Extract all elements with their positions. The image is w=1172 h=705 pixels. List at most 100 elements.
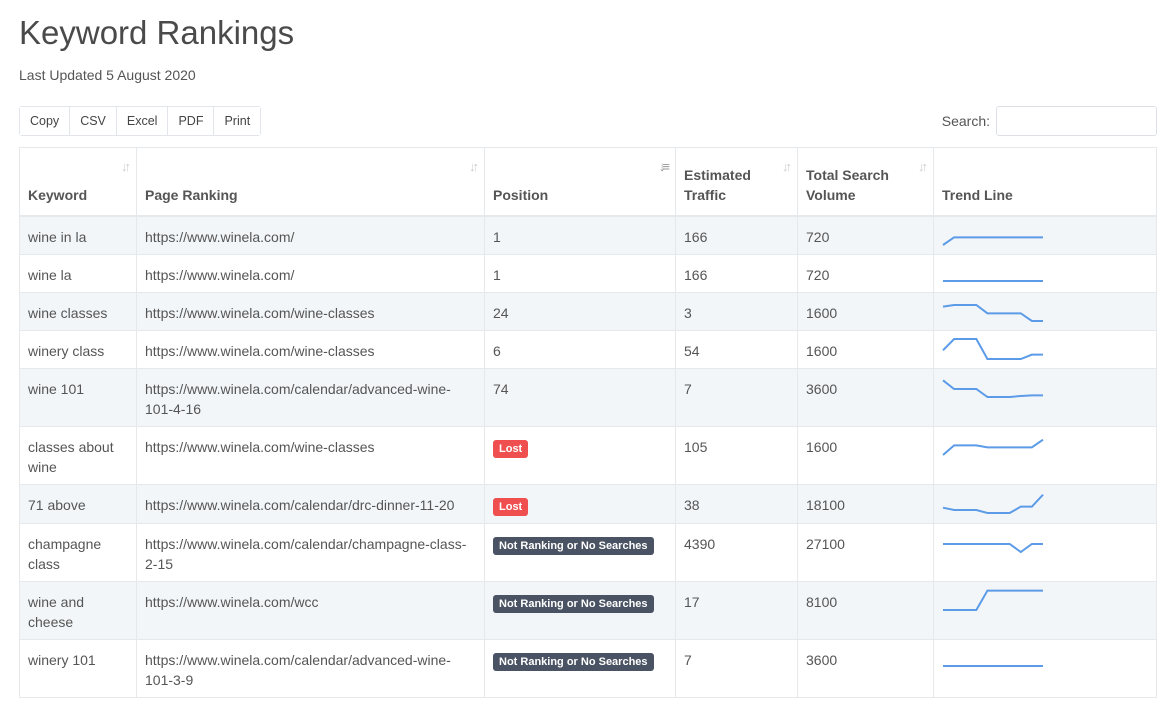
page-ranking-cell: https://www.winela.com/calendar/advanced…	[136, 368, 485, 427]
page-ranking-cell: https://www.winela.com/calendar/advanced…	[136, 639, 485, 698]
keyword-cell: wine and cheese	[19, 581, 137, 640]
trend-sparkline	[943, 543, 1043, 554]
trend-cell	[933, 254, 1157, 293]
trend-line	[942, 379, 1043, 398]
page-ranking-cell: https://www.winela.com/wine-classes	[136, 426, 485, 485]
volume-cell: 720	[797, 215, 934, 255]
volume-cell: 1600	[797, 330, 934, 369]
page-ranking-cell: https://www.winela.com/calendar/champagn…	[136, 523, 485, 582]
traffic-cell: 4390	[675, 523, 798, 582]
not-ranking-badge: Not Ranking or No Searches	[493, 537, 654, 555]
position-cell: 74	[484, 368, 676, 427]
trend-sparkline	[942, 493, 1044, 514]
volume-cell: 18100	[797, 484, 934, 524]
sort-icon: ↓↑	[918, 159, 928, 174]
position-cell: 1	[484, 254, 676, 293]
traffic-cell: 7	[675, 639, 798, 698]
trend-cell	[933, 215, 1157, 255]
volume-cell: 3600	[797, 368, 934, 427]
table-row: wine and cheese https://www.winela.com/w…	[19, 581, 1157, 640]
trend-cell	[933, 292, 1157, 331]
lost-badge: Lost	[493, 440, 529, 458]
volume-cell: 27100	[797, 523, 934, 582]
table-row: 71 above https://www.winela.com/calendar…	[19, 484, 1157, 524]
trend-cell	[933, 523, 1157, 582]
keyword-cell: champagne class	[19, 523, 137, 582]
keyword-cell: 71 above	[19, 484, 137, 524]
position-cell: Not Ranking or No Searches	[484, 581, 676, 640]
csv-button[interactable]: CSV	[70, 107, 117, 135]
not-ranking-badge: Not Ranking or No Searches	[493, 595, 654, 613]
position-value: 1	[493, 267, 501, 283]
search-input[interactable]	[996, 106, 1157, 136]
trend-cell	[933, 330, 1157, 369]
header-total-search-volume[interactable]: Total Search Volume ↓↑	[797, 147, 934, 217]
header-keyword[interactable]: Keyword ↓↑	[19, 147, 137, 217]
table-row: wine classes https://www.winela.com/wine…	[19, 292, 1157, 331]
trend-line	[943, 589, 1043, 611]
volume-cell: 1600	[797, 292, 934, 331]
print-button[interactable]: Print	[214, 107, 261, 135]
keyword-cell: winery 101	[19, 639, 137, 698]
page-ranking-cell: https://www.winela.com/	[136, 215, 485, 255]
not-ranking-badge: Not Ranking or No Searches	[493, 653, 654, 671]
position-cell: 6	[484, 330, 676, 369]
page-ranking-cell: https://www.winela.com/wcc	[136, 581, 485, 640]
header-trend-line: Trend Line	[933, 147, 1157, 217]
sort-icon: ↓↑	[469, 159, 479, 174]
trend-cell	[933, 639, 1157, 698]
traffic-cell: 3	[675, 292, 798, 331]
table-row: winery 101 https://www.winela.com/calend…	[19, 639, 1157, 698]
keyword-cell: wine 101	[19, 368, 137, 427]
header-position[interactable]: Position ↓≡	[484, 147, 676, 217]
header-estimated-traffic[interactable]: Estimated Traffic ↓↑	[675, 147, 798, 217]
keyword-cell: wine la	[19, 254, 137, 293]
position-cell: Not Ranking or No Searches	[484, 639, 676, 698]
lost-badge: Lost	[493, 498, 529, 516]
traffic-cell: 7	[675, 368, 798, 427]
table-row: wine in la https://www.winela.com/ 1 166…	[19, 215, 1157, 255]
trend-line	[942, 304, 1043, 322]
table-row: wine 101 https://www.winela.com/calendar…	[19, 368, 1157, 427]
position-value: 1	[493, 229, 501, 245]
volume-cell: 720	[797, 254, 934, 293]
trend-line	[942, 338, 1043, 360]
traffic-cell: 166	[675, 254, 798, 293]
keyword-cell: classes about wine	[19, 426, 137, 485]
volume-cell: 8100	[797, 581, 934, 640]
export-buttons: Copy CSV Excel PDF Print	[19, 106, 262, 136]
sort-ascending-icon: ↓≡	[658, 159, 670, 174]
page-ranking-cell: https://www.winela.com/	[136, 254, 485, 293]
page-ranking-cell: https://www.winela.com/calendar/drc-dinn…	[136, 484, 485, 524]
trend-cell	[933, 426, 1157, 485]
position-cell: 1	[484, 215, 676, 255]
table-row: champagne class https://www.winela.com/c…	[19, 523, 1157, 582]
position-value: 24	[493, 305, 509, 321]
trend-cell	[933, 368, 1157, 427]
header-page-ranking[interactable]: Page Ranking ↓↑	[136, 147, 485, 217]
page-ranking-cell: https://www.winela.com/wine-classes	[136, 330, 485, 369]
trend-sparkline	[943, 665, 1043, 667]
trend-line	[942, 236, 1043, 246]
trend-sparkline	[942, 338, 1043, 360]
pdf-button[interactable]: PDF	[168, 107, 215, 135]
traffic-cell: 105	[675, 426, 798, 485]
table-row: winery class https://www.winela.com/wine…	[19, 330, 1157, 369]
position-cell: Not Ranking or No Searches	[484, 523, 676, 582]
copy-button[interactable]: Copy	[20, 107, 71, 135]
last-updated: Last Updated 5 August 2020	[19, 67, 196, 83]
trend-line	[942, 493, 1044, 514]
traffic-cell: 54	[675, 330, 798, 369]
keyword-cell: winery class	[19, 330, 137, 369]
position-value: 74	[493, 381, 509, 397]
trend-sparkline	[942, 379, 1043, 398]
sort-icon: ↓↑	[782, 159, 792, 174]
trend-cell	[933, 581, 1157, 640]
page-title: Keyword Rankings	[19, 14, 295, 51]
traffic-cell: 166	[675, 215, 798, 255]
trend-line	[943, 543, 1043, 554]
excel-button[interactable]: Excel	[116, 107, 169, 135]
position-cell: 24	[484, 292, 676, 331]
position-value: 6	[493, 343, 501, 359]
position-cell: Lost	[484, 484, 676, 524]
